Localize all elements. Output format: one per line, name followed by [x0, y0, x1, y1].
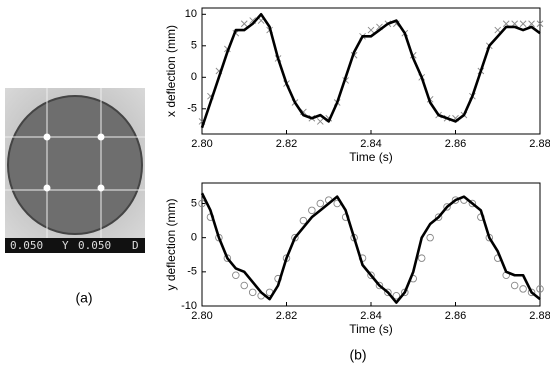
data-point [528, 20, 535, 28]
data-point [375, 281, 384, 290]
y-tick-label: -5 [187, 103, 197, 115]
x-tick-label: 2.84 [360, 138, 381, 150]
x-tick-label: 2.86 [445, 138, 466, 150]
data-line [200, 13, 541, 129]
x-axis-label: Time (s) [349, 150, 393, 164]
data-point [536, 20, 544, 28]
readout: 0.050 [10, 239, 43, 252]
data-point [232, 271, 240, 280]
data-point [392, 292, 401, 300]
readout: D [132, 239, 139, 252]
y-tick-label: 0 [191, 71, 197, 83]
data-point [316, 118, 324, 125]
data-point [527, 288, 536, 297]
x-tick-label: 2.80 [191, 310, 212, 322]
y-tick-label: -5 [187, 266, 197, 278]
panel-label: (b) [349, 347, 366, 363]
data-point [316, 199, 325, 208]
y-axis-label: x deflection (mm) [164, 25, 178, 117]
x-tick-label: 2.86 [445, 310, 466, 322]
plot-frame [201, 7, 541, 135]
data-point [510, 281, 519, 290]
readout: Y [62, 239, 69, 252]
y-tick-label: 10 [185, 8, 197, 20]
x-tick-label: 2.88 [529, 138, 550, 150]
x-axis-label: Time (s) [349, 322, 393, 336]
x-tick-label: 2.88 [529, 310, 550, 322]
data-point [434, 213, 443, 221]
data-point [468, 199, 477, 208]
data-point [519, 20, 527, 28]
data-point [384, 288, 392, 297]
y-tick-label: -10 [181, 300, 197, 312]
y-tick-label: 5 [191, 197, 197, 209]
data-point [494, 26, 502, 34]
data-point [519, 285, 527, 293]
data-point [240, 281, 248, 290]
data-point [299, 216, 308, 225]
x-tick-label: 2.82 [276, 310, 297, 322]
data-point [367, 271, 375, 280]
data-point [426, 233, 434, 242]
data-point [367, 26, 375, 34]
data-point [308, 206, 316, 215]
readout: 0.050 [78, 239, 111, 252]
data-line [200, 192, 541, 304]
y-axis-label: y deflection (mm) [164, 198, 178, 290]
photo: 0.050 Y 0.050 D [5, 88, 145, 253]
x-tick-label: 2.84 [360, 310, 381, 322]
data-point [536, 285, 544, 293]
panel-label: (a) [75, 290, 92, 306]
data-point [443, 203, 451, 211]
y-tick-label: 0 [191, 232, 197, 244]
y-tick-label: 5 [191, 40, 197, 52]
x-tick-label: 2.82 [276, 138, 297, 150]
data-point [248, 288, 257, 297]
plot-frame [201, 182, 541, 307]
data-point [198, 199, 206, 208]
data-point [417, 254, 426, 262]
data-point [240, 20, 248, 28]
x-tick-label: 2.80 [191, 138, 212, 150]
